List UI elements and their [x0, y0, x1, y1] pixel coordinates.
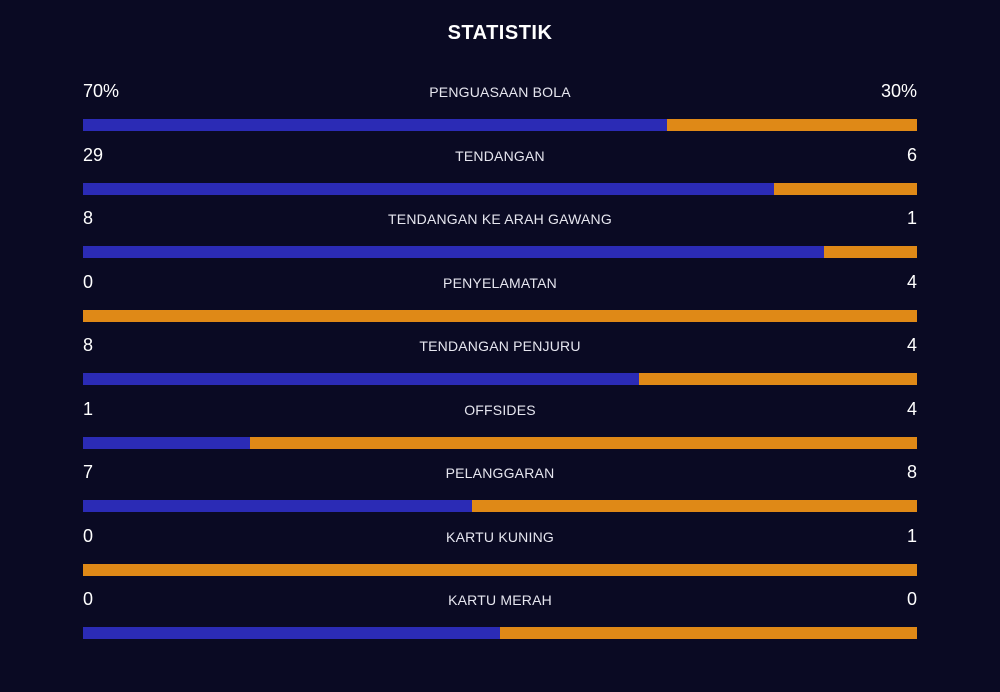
comparison-bar — [83, 436, 917, 449]
stat-row-yellow-cards: 0 KARTU KUNING 1 — [83, 525, 917, 589]
stat-label: PELANGGARAN — [445, 465, 555, 481]
away-value: 4 — [906, 271, 917, 292]
away-value: 8 — [906, 462, 917, 482]
comparison-bar — [83, 309, 917, 322]
away-bar-fill — [774, 182, 917, 195]
comparison-bar — [83, 627, 917, 639]
stat-row-shots-on-target: 8 TENDANGAN KE ARAH GAWANG 1 — [83, 207, 917, 271]
away-bar-fill — [249, 436, 917, 449]
stat-row-corners: 8 TENDANGAN PENJURU 4 — [83, 334, 917, 398]
home-value: 0 — [83, 589, 94, 609]
away-bar-fill — [639, 373, 917, 385]
home-value: 0 — [83, 525, 94, 546]
away-value: 1 — [906, 208, 917, 228]
stat-label: PENYELAMATAN — [443, 274, 557, 291]
comparison-bar — [83, 563, 917, 576]
away-bar-fill — [83, 563, 917, 576]
away-value: 30% — [880, 81, 917, 101]
stat-label: TENDANGAN — [455, 147, 545, 164]
stat-label: PENGUASAAN BOLA — [429, 84, 571, 100]
stat-row-offsides: 1 OFFSIDES 4 — [83, 398, 917, 462]
stat-label: OFFSIDES — [464, 401, 536, 418]
comparison-bar — [83, 119, 917, 131]
away-value: 4 — [906, 335, 917, 355]
comparison-bar — [83, 182, 917, 195]
home-bar-fill — [83, 119, 667, 131]
stat-label: TENDANGAN PENJURU — [419, 338, 581, 354]
home-bar-fill — [83, 246, 825, 258]
home-bar-fill — [83, 436, 250, 449]
stat-row-red-cards: 0 KARTU MERAH 0 — [83, 588, 917, 652]
away-bar-fill — [824, 246, 917, 258]
comparison-bar — [83, 500, 917, 512]
home-bar-fill — [83, 500, 473, 512]
away-value: 4 — [906, 398, 917, 419]
stat-row-saves: 0 PENYELAMATAN 4 — [83, 271, 917, 335]
home-value: 70% — [83, 81, 120, 101]
home-bar-fill — [83, 627, 500, 639]
away-bar-fill — [472, 500, 917, 512]
home-value: 1 — [83, 398, 94, 419]
stat-row-shots: 29 TENDANGAN 6 — [83, 144, 917, 208]
stat-label: KARTU MERAH — [448, 592, 552, 608]
stat-label: TENDANGAN KE ARAH GAWANG — [388, 211, 612, 227]
away-bar-fill — [83, 309, 917, 322]
stat-row-possession: 70% PENGUASAAN BOLA 30% — [83, 80, 917, 144]
away-bar-fill — [500, 627, 917, 639]
stats-title: STATISTIK — [447, 22, 553, 44]
comparison-bar — [83, 246, 917, 258]
away-value: 6 — [906, 144, 917, 165]
stat-row-fouls: 7 PELANGGARAN 8 — [83, 461, 917, 525]
away-value: 1 — [906, 525, 917, 546]
away-bar-fill — [666, 119, 917, 131]
away-value: 0 — [906, 589, 917, 609]
home-bar-fill — [83, 182, 775, 195]
stat-label: KARTU KUNING — [446, 528, 554, 545]
home-value: 29 — [83, 144, 104, 165]
stats-list: 70% PENGUASAAN BOLA 30% 29 TENDANGAN 6 8… — [83, 80, 917, 652]
home-value: 8 — [83, 208, 94, 228]
home-bar-fill — [83, 373, 640, 385]
home-value: 8 — [83, 335, 94, 355]
comparison-bar — [83, 373, 917, 385]
home-value: 0 — [83, 271, 94, 292]
home-value: 7 — [83, 462, 94, 482]
